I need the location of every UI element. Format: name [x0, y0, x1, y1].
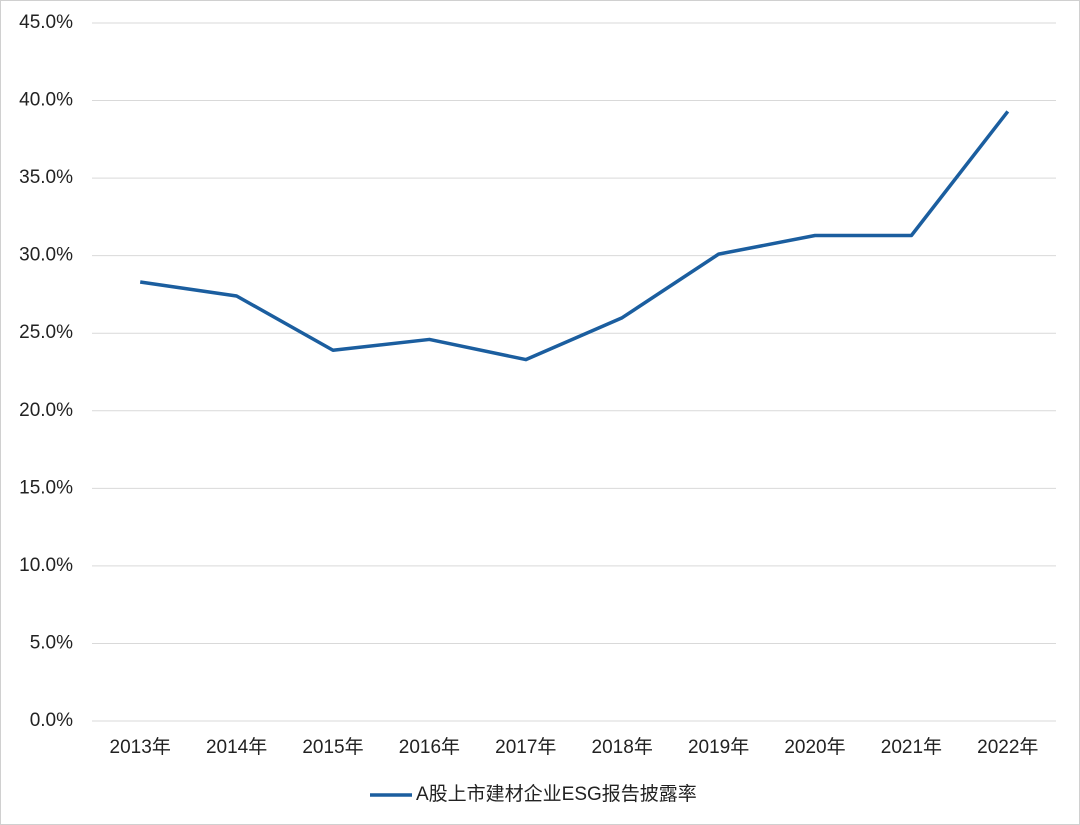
- x-tick-label: 2017年: [495, 736, 556, 758]
- y-tick-label: 15.0%: [19, 477, 73, 498]
- y-tick-label: 30.0%: [19, 245, 73, 266]
- x-tick-label: 2019年: [688, 736, 749, 758]
- y-tick-label: 25.0%: [19, 322, 73, 343]
- x-tick-label: 2021年: [881, 736, 942, 758]
- x-tick-label: 2018年: [592, 736, 653, 758]
- y-tick-label: 20.0%: [19, 400, 73, 421]
- y-tick-label: 40.0%: [19, 90, 73, 111]
- x-tick-label: 2022年: [977, 736, 1038, 758]
- x-tick-label: 2016年: [399, 736, 460, 758]
- y-tick-label: 45.0%: [19, 12, 73, 33]
- x-tick-label: 2013年: [110, 736, 171, 758]
- x-tick-label: 2015年: [302, 736, 363, 758]
- legend-label: A股上市建材企业ESG报告披露率: [416, 783, 697, 805]
- y-tick-label: 10.0%: [19, 555, 73, 576]
- y-tick-label: 0.0%: [30, 710, 73, 731]
- y-tick-label: 5.0%: [30, 632, 73, 653]
- x-tick-label: 2014年: [206, 736, 267, 758]
- x-tick-label: 2020年: [784, 736, 845, 758]
- series-line: [139, 110, 1010, 362]
- y-tick-label: 35.0%: [19, 167, 73, 188]
